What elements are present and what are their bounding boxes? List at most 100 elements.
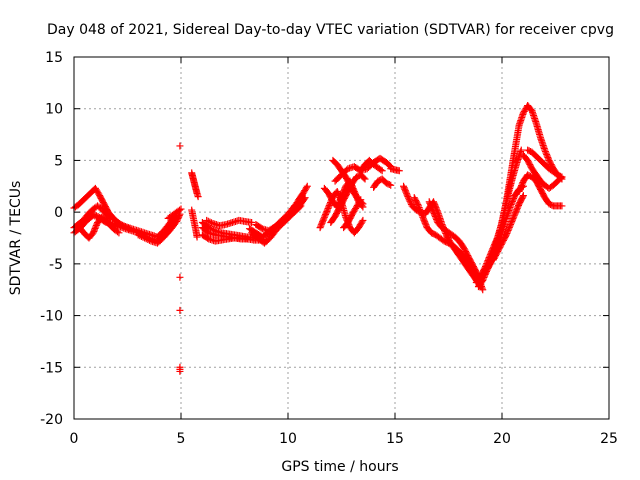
data-point: [415, 204, 423, 212]
data-point: [544, 153, 552, 161]
data-point: [407, 199, 415, 207]
data-point: [404, 193, 412, 201]
data-point: [320, 213, 328, 221]
data-point: [510, 212, 518, 220]
data-point: [126, 225, 134, 233]
data-point: [426, 199, 434, 207]
data-point: [319, 218, 327, 226]
data-marks: [70, 102, 566, 375]
data-point: [518, 182, 526, 190]
data-point: [401, 185, 409, 193]
data-point: [431, 213, 439, 221]
data-point: [510, 195, 518, 203]
x-axis-label: GPS time / hours: [281, 459, 398, 475]
data-point: [203, 216, 211, 224]
data-point: [358, 218, 366, 226]
data-point: [479, 275, 487, 283]
data-point: [177, 205, 185, 213]
y-axis-label: SDTVAR / TECUs: [8, 181, 24, 296]
data-point: [414, 201, 422, 209]
data-point: [324, 204, 332, 212]
data-point: [510, 213, 518, 221]
data-point: [243, 235, 251, 243]
data-point: [511, 209, 519, 217]
data-point: [507, 200, 515, 208]
data-point: [401, 187, 409, 195]
series-track-24: [340, 196, 365, 232]
data-point: [403, 190, 411, 198]
data-point: [320, 215, 328, 223]
data-point: [193, 233, 201, 241]
data-point: [419, 213, 427, 221]
data-point: [513, 204, 521, 212]
data-point: [322, 209, 330, 217]
x-tick-label: 5: [177, 431, 186, 447]
x-tick-label: 20: [493, 431, 511, 447]
data-point: [425, 198, 433, 206]
data-point: [114, 228, 122, 236]
data-point: [502, 231, 510, 239]
data-point: [321, 212, 329, 220]
data-point: [92, 221, 100, 229]
data-point: [405, 196, 413, 204]
data-point: [558, 173, 566, 181]
data-point: [357, 196, 365, 204]
data-point: [176, 367, 184, 375]
data-point: [124, 224, 132, 232]
data-point: [317, 222, 325, 230]
y-tick-label: 15: [45, 50, 63, 66]
data-point: [319, 216, 327, 224]
data-point: [558, 202, 566, 210]
series-track-27: [387, 165, 403, 175]
data-point: [508, 199, 516, 207]
data-point: [176, 273, 184, 281]
series-track-18: [290, 182, 311, 211]
data-point: [428, 205, 436, 213]
data-point: [325, 203, 333, 211]
data-point: [508, 198, 516, 206]
data-point: [508, 218, 516, 226]
data-point: [504, 228, 512, 236]
data-point: [136, 232, 144, 240]
data-point: [507, 219, 515, 227]
data-point: [302, 184, 310, 192]
data-point: [317, 221, 325, 229]
y-tick-label: -10: [40, 309, 63, 325]
data-point: [517, 183, 525, 191]
data-point: [92, 223, 100, 231]
data-point: [316, 224, 324, 232]
data-point: [206, 218, 214, 226]
series-track-9: [188, 169, 202, 201]
data-point: [91, 211, 99, 219]
series-track-26: [370, 175, 395, 191]
series-track-4: [76, 213, 123, 242]
data-point: [377, 166, 385, 174]
data-point: [505, 225, 513, 233]
y-tick-label: 5: [54, 153, 63, 169]
data-point: [385, 181, 393, 189]
x-tick-label: 25: [600, 431, 618, 447]
data-point: [322, 210, 330, 218]
data-point: [418, 212, 426, 220]
series-track-29: [410, 194, 487, 294]
data-point: [429, 207, 437, 215]
data-point: [137, 232, 145, 240]
data-point: [433, 216, 441, 224]
data-point: [204, 217, 212, 225]
data-point: [139, 233, 147, 241]
series-track-22: [327, 171, 369, 226]
data-point: [360, 174, 368, 182]
data-point: [134, 231, 142, 239]
data-point: [422, 221, 430, 229]
data-point: [479, 276, 487, 284]
data-point: [334, 189, 342, 197]
y-tick-label: -20: [40, 412, 63, 428]
data-point: [518, 180, 526, 188]
series-track-38: [524, 146, 566, 181]
data-point: [426, 201, 434, 209]
data-point: [519, 193, 527, 201]
data-point: [115, 229, 123, 237]
data-point: [356, 197, 364, 205]
data-point: [90, 227, 98, 235]
data-point: [431, 211, 439, 219]
